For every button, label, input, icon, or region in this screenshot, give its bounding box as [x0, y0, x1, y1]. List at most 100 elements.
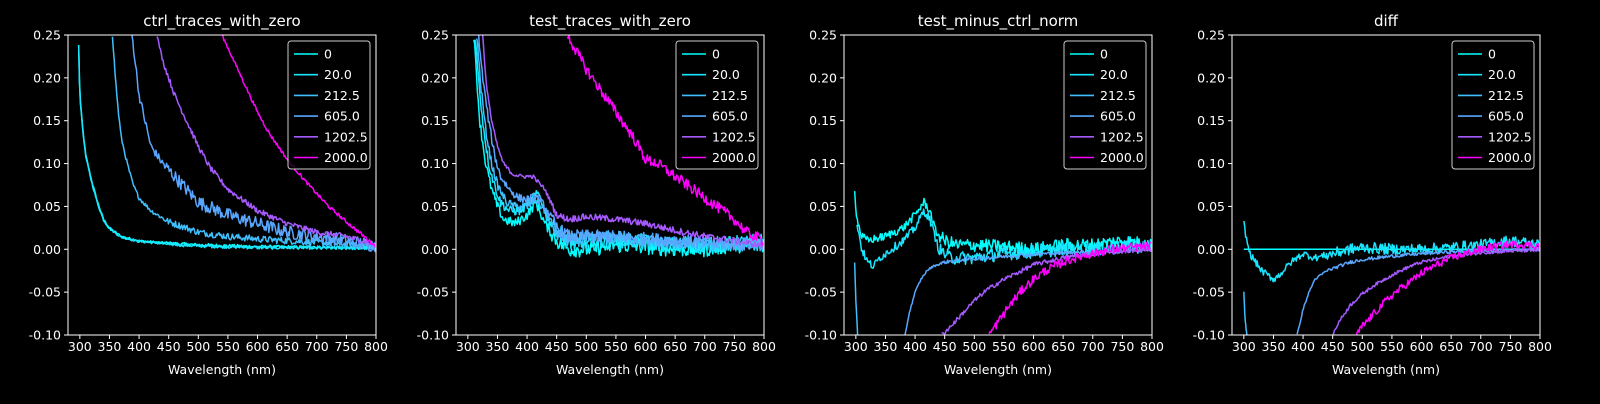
series-line-6 — [1355, 240, 1540, 335]
series-group — [1243, 220, 1540, 335]
y-tick-label: -0.10 — [1193, 328, 1225, 343]
legend-label: 212.5 — [324, 88, 360, 103]
legend-label: 212.5 — [712, 88, 748, 103]
x-tick-label: 800 — [1528, 339, 1552, 354]
legend-label: 20.0 — [1100, 67, 1128, 82]
y-tick-label: 0.05 — [421, 199, 449, 214]
x-tick-label: 750 — [722, 339, 746, 354]
series-line-4 — [131, 35, 376, 253]
x-tick-label: 550 — [604, 339, 628, 354]
axes-frame — [455, 34, 765, 336]
x-axis-label: Wavelength (nm) — [168, 362, 276, 377]
y-tick-label: 0.15 — [33, 113, 61, 128]
legend-label: 20.0 — [1488, 67, 1516, 82]
x-tick-label: 650 — [1439, 339, 1463, 354]
x-tick-label: 300 — [456, 339, 480, 354]
x-tick-label: 550 — [1380, 339, 1404, 354]
x-tick-label: 500 — [962, 339, 986, 354]
chart-title: test_traces_with_zero — [529, 12, 691, 31]
y-tick-label: 0.15 — [809, 113, 837, 128]
x-tick-label: 600 — [246, 339, 270, 354]
legend-label: 605.0 — [712, 109, 748, 124]
y-tick-label: 0.00 — [809, 242, 837, 257]
y-tick-label: 0.25 — [1197, 28, 1225, 43]
axes-frame — [1231, 34, 1541, 336]
series-line-5 — [481, 35, 764, 249]
legend-label: 0 — [712, 47, 720, 62]
legend-label: 605.0 — [324, 109, 360, 124]
y-tick-label: 0.20 — [1197, 70, 1225, 85]
chart-panel-1: 300 350 400 450 500 550 600 650 700 750 800 -0.10 -0… — [29, 12, 388, 377]
legend-label: 2000.0 — [1100, 150, 1144, 165]
y-tick-label: 0.00 — [1197, 242, 1225, 257]
legend-label: 2000.0 — [712, 150, 756, 165]
x-tick-label: 600 — [634, 339, 658, 354]
series-line-5 — [1332, 247, 1540, 335]
x-tick-label: 300 — [68, 339, 92, 354]
x-tick-label: 450 — [157, 339, 181, 354]
y-tick-label: 0.20 — [421, 70, 449, 85]
x-tick-label: 350 — [98, 339, 122, 354]
y-tick-label: 0.10 — [809, 156, 837, 171]
x-axis-label: Wavelength (nm) — [944, 362, 1052, 377]
series-line-4 — [477, 35, 764, 252]
axes-frame — [67, 34, 377, 336]
chart-panel-4: 300 350 400 450 500 550 600 650 700 750 800 -0.10 -0… — [1193, 12, 1552, 377]
axes-frame — [843, 34, 1153, 336]
x-tick-label: 400 — [1291, 339, 1315, 354]
x-tick-label: 750 — [1110, 339, 1134, 354]
x-tick-label: 350 — [486, 339, 510, 354]
x-tick-label: 700 — [1081, 339, 1105, 354]
y-tick-label: 0.10 — [421, 156, 449, 171]
series-group — [473, 35, 764, 258]
x-tick-label: 350 — [1262, 339, 1286, 354]
x-tick-label: 750 — [334, 339, 358, 354]
series-line-3 — [1243, 291, 1248, 335]
y-tick-label: 0.15 — [421, 113, 449, 128]
x-tick-label: 450 — [545, 339, 569, 354]
chart-panel-3: 300 350 400 450 500 550 600 650 700 750 800 -0.10 -0… — [805, 12, 1164, 377]
series-group — [77, 35, 376, 253]
legend-label: 2000.0 — [324, 150, 368, 165]
legend: 0 20.0 212.5 605.0 1202.5 2000.0 — [1451, 40, 1535, 170]
series-line-3 — [853, 262, 859, 335]
series-line-4 — [1296, 246, 1540, 335]
x-tick-label: 450 — [933, 339, 957, 354]
x-tick-label: 650 — [663, 339, 687, 354]
y-tick-label: -0.05 — [417, 285, 449, 300]
x-tick-label: 800 — [364, 339, 388, 354]
y-tick-label: 0.15 — [1197, 113, 1225, 128]
x-tick-label: 300 — [844, 339, 868, 354]
legend-label: 20.0 — [324, 67, 352, 82]
legend-label: 1202.5 — [1100, 129, 1144, 144]
x-tick-label: 500 — [1350, 339, 1374, 354]
legend-label: 0 — [1100, 47, 1108, 62]
legend-label: 1202.5 — [324, 129, 368, 144]
x-tick-label: 700 — [305, 339, 329, 354]
chart-panel-2: 300 350 400 450 500 550 600 650 700 750 800 -0.10 -0… — [417, 12, 776, 377]
legend-label: 605.0 — [1100, 109, 1136, 124]
series-line-6 — [566, 35, 764, 246]
series-line-5 — [156, 36, 376, 247]
y-tick-label: -0.05 — [29, 285, 61, 300]
series-line-6 — [221, 35, 376, 249]
y-tick-label: -0.05 — [1193, 285, 1225, 300]
y-tick-label: 0.25 — [421, 28, 449, 43]
x-tick-label: 550 — [216, 339, 240, 354]
x-tick-label: 800 — [1140, 339, 1164, 354]
x-tick-label: 300 — [1232, 339, 1256, 354]
y-tick-label: 0.05 — [33, 199, 61, 214]
series-line-6 — [988, 241, 1152, 335]
y-tick-label: 0.05 — [1197, 199, 1225, 214]
legend-label: 20.0 — [712, 67, 740, 82]
x-tick-label: 750 — [1498, 339, 1522, 354]
x-tick-label: 500 — [574, 339, 598, 354]
x-tick-label: 450 — [1321, 339, 1345, 354]
x-tick-label: 650 — [1051, 339, 1075, 354]
y-tick-label: 0.10 — [1197, 156, 1225, 171]
series-line-2 — [77, 46, 376, 251]
legend: 0 20.0 212.5 605.0 1202.5 2000.0 — [675, 40, 759, 170]
x-tick-label: 550 — [992, 339, 1016, 354]
